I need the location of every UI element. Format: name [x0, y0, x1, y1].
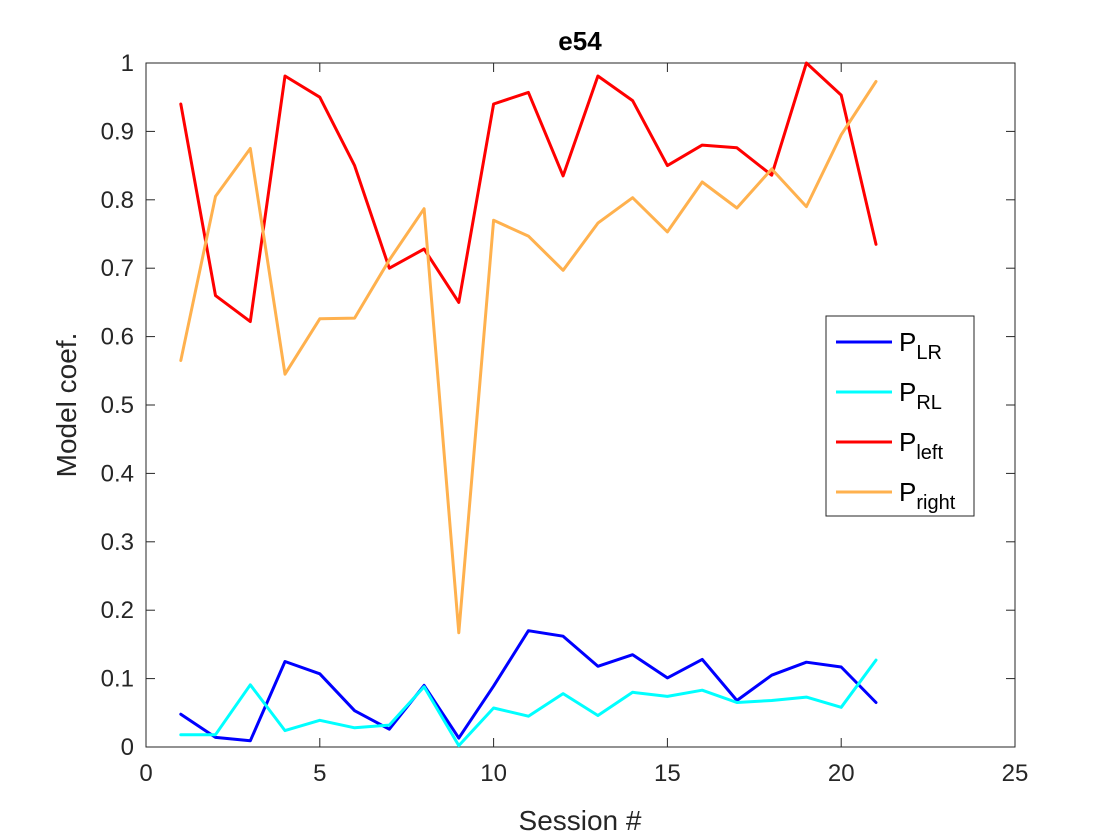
legend-label-main: P [899, 427, 916, 457]
y-tick-label: 0.2 [101, 597, 134, 624]
legend-label-subscript: RL [916, 392, 942, 414]
series-line-left [179, 61, 878, 324]
legend-label-right: Pright [899, 477, 956, 514]
y-tick-label: 0.4 [101, 460, 134, 487]
legend-label-main: P [899, 327, 916, 357]
y-tick-label: 0.8 [101, 187, 134, 214]
x-tick-label: 0 [139, 760, 152, 787]
y-axis-label: Model coef. [51, 333, 82, 478]
legend-label-lr: PLR [899, 327, 942, 364]
chart-title: e54 [558, 26, 602, 56]
x-tick-label: 5 [313, 760, 326, 787]
legend-label-rl: PRL [899, 377, 942, 414]
series-line-lr [179, 629, 878, 743]
y-axis-ticks: 0 0.1 0.2 0.3 0.4 0.5 0.6 0.7 0.8 0.9 1 [101, 50, 1015, 761]
series-line-rl [179, 658, 878, 748]
x-tick-label: 10 [480, 760, 507, 787]
legend-label-main: P [899, 377, 916, 407]
series-lines [179, 61, 878, 748]
x-tick-label: 25 [1002, 760, 1029, 787]
legend-label-subscript: right [916, 492, 955, 514]
legend-label-left: Pleft [899, 427, 943, 464]
series-line-right [179, 80, 878, 635]
legend-box [825, 315, 975, 517]
y-tick-label: 0 [121, 734, 134, 761]
x-axis-label: Session # [519, 805, 642, 836]
x-axis-ticks: 0 5 10 15 20 25 [139, 63, 1028, 787]
y-tick-label: 0.3 [101, 529, 134, 556]
x-tick-label: 15 [654, 760, 681, 787]
y-tick-label: 0.5 [101, 392, 134, 419]
y-tick-label: 0.7 [101, 255, 134, 282]
y-tick-label: 1 [121, 50, 134, 77]
y-tick-label: 0.1 [101, 666, 134, 693]
legend-label-main: P [899, 477, 916, 507]
y-tick-label: 0.6 [101, 324, 134, 351]
legend-label-subscript: left [916, 442, 943, 464]
legend-label-subscript: LR [916, 342, 942, 364]
y-tick-label: 0.9 [101, 118, 134, 145]
x-tick-label: 20 [828, 760, 855, 787]
